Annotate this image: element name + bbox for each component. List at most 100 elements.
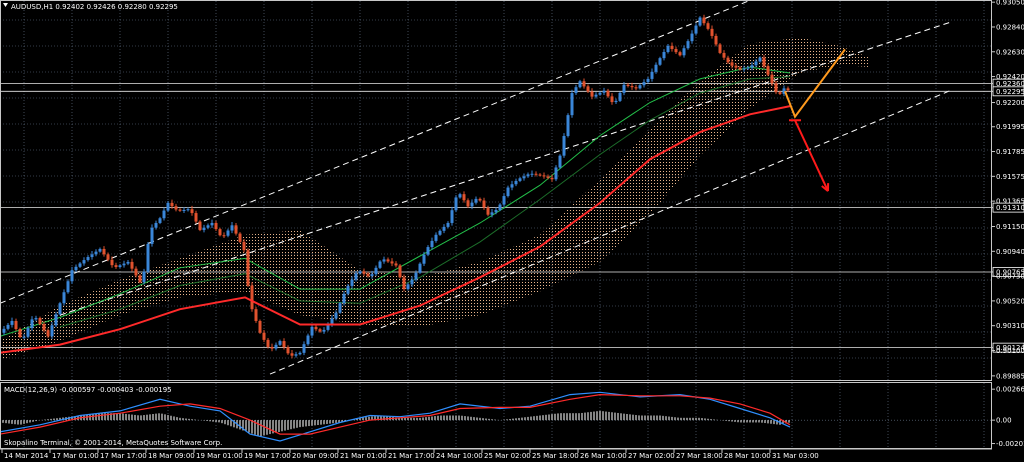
candle-body (14, 320, 18, 329)
macd-axis: 0.002668 0.00 -0.002016 (992, 386, 1024, 448)
candle-body (454, 197, 458, 211)
channel-upper-line (1, 1, 750, 304)
candle-body (494, 209, 498, 213)
candle-body (482, 200, 486, 208)
candle-body (654, 64, 658, 72)
candle-body (346, 285, 350, 294)
candle-body (282, 341, 286, 348)
candle-body (310, 326, 314, 336)
candle-body (234, 225, 238, 234)
price-tick-label: 0.91365 (996, 198, 1024, 206)
candle-body (42, 324, 46, 331)
candle-body (122, 263, 126, 266)
candle-body (746, 67, 750, 69)
candle-body (246, 250, 250, 286)
candle-body (486, 207, 490, 215)
candle-body (682, 48, 686, 56)
candle-body (302, 344, 306, 353)
candle-body (570, 93, 574, 116)
candle-body (774, 83, 778, 93)
time-tick-label: 14 Mar 2014 (4, 452, 49, 460)
candle-body (650, 71, 654, 79)
candle-body (402, 277, 406, 290)
price-tick-label: 0.91310 (996, 204, 1024, 212)
triangle-down-icon[interactable] (3, 3, 8, 7)
candle-body (150, 227, 154, 244)
candle-body (66, 281, 70, 293)
time-tick-label: 18 Mar 09:00 (148, 452, 195, 460)
candle-body (162, 210, 166, 219)
candle-body (10, 320, 14, 325)
candle-body (758, 57, 762, 62)
time-tick-label: 27 Mar 02:00 (628, 452, 675, 460)
candle-body (698, 17, 702, 26)
regression-channel (1, 1, 951, 375)
candle-body (502, 196, 506, 205)
candle-body (418, 263, 422, 273)
candle-body (702, 17, 706, 24)
candle-body (98, 248, 102, 252)
candle-body (34, 318, 38, 320)
candle-body (330, 318, 334, 325)
ichimoku-cloud (1, 37, 870, 360)
candle-body (190, 209, 194, 214)
candle-body (714, 35, 718, 45)
candle-body (166, 202, 170, 211)
candle-body (170, 202, 174, 207)
candle-body (710, 28, 714, 36)
candle-body (466, 200, 470, 207)
candle-body (766, 66, 770, 75)
candle-body (734, 65, 738, 68)
candle-body (538, 174, 542, 176)
candle-body (542, 175, 546, 177)
candle-body (238, 233, 242, 242)
candle-body (206, 225, 210, 228)
candle-body (438, 230, 442, 235)
candle-body (602, 90, 606, 93)
red-arrow-head (821, 183, 830, 192)
candle-body (154, 222, 158, 228)
candle-body (722, 52, 726, 58)
time-tick-label: 28 Mar 10:00 (724, 452, 771, 460)
candle-body (778, 92, 782, 94)
candle-body (178, 209, 182, 211)
candle-body (742, 68, 746, 70)
candle-body (30, 319, 34, 329)
time-tick-label: 25 Mar 02:00 (484, 452, 531, 460)
candle-body (298, 352, 302, 355)
price-axis: 0.930500.928400.926300.924200.923600.922… (992, 0, 1024, 380)
candle-body (678, 52, 682, 56)
time-tick-label: 26 Mar 10:00 (580, 452, 627, 460)
candle-body (586, 86, 590, 92)
time-tick-label: 19 Mar 01:00 (196, 452, 243, 460)
candle-body (382, 259, 386, 262)
candle-body (350, 279, 354, 286)
price-tick-label: 0.93050 (996, 0, 1024, 7)
candle-body (394, 263, 398, 266)
candle-body (2, 328, 6, 333)
time-axis: 14 Mar 2014 17 Mar 01:00 17 Mar 17:00 18 Ma… (1, 449, 819, 460)
candle-body (750, 65, 754, 68)
time-tick-label: 25 Mar 18:00 (532, 452, 579, 460)
candle-body (666, 45, 670, 53)
candle-body (594, 94, 598, 97)
candle-body (706, 23, 710, 29)
candle-body (62, 292, 66, 304)
price-label-box (992, 202, 1024, 213)
candle-body (694, 25, 698, 34)
candle-body (670, 45, 674, 50)
time-tick-label: 20 Mar 09:00 (292, 452, 339, 460)
candle-body (370, 274, 374, 277)
channel-lower-line (269, 90, 951, 375)
candle-body (450, 210, 454, 223)
candle-body (138, 275, 142, 283)
candle-body (114, 265, 118, 267)
candle-body (274, 344, 278, 349)
candle-body (54, 314, 58, 326)
price-tick-label: 0.90940 (996, 248, 1024, 256)
candle-body (198, 221, 202, 231)
candle-body (406, 284, 410, 290)
candle-body (690, 33, 694, 42)
macd-tick-label: 0.002668 (996, 386, 1024, 394)
candle-body (226, 230, 230, 236)
